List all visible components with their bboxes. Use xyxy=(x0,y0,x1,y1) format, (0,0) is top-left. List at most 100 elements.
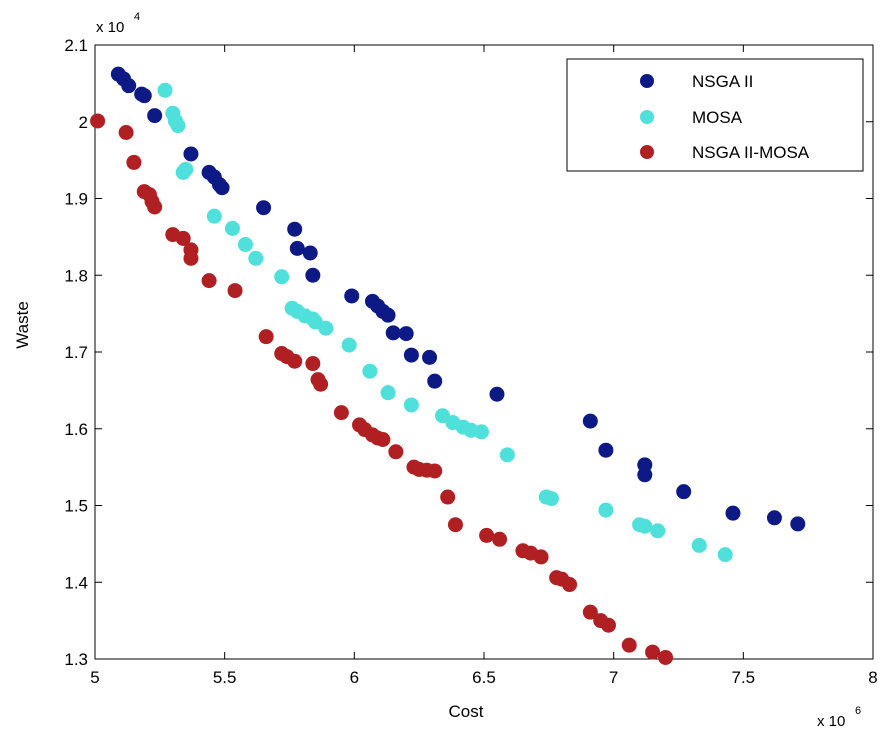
data-point xyxy=(136,88,152,104)
y-exponent: x 10 4 xyxy=(96,11,140,36)
y-tick-label: 1.4 xyxy=(64,573,88,592)
data-point xyxy=(178,161,194,177)
x-tick-label: 7 xyxy=(609,668,618,687)
legend-label-nsga2: NSGA II xyxy=(692,72,753,91)
data-point xyxy=(562,577,578,593)
data-points xyxy=(90,66,806,665)
legend-label-mosa: MOSA xyxy=(692,108,743,127)
legend-marker-nsga2-mosa xyxy=(640,145,654,159)
data-point xyxy=(237,237,253,253)
y-tick-label: 1.7 xyxy=(64,343,88,362)
data-point xyxy=(637,467,653,483)
data-point xyxy=(403,347,419,363)
y-exponent-power: 4 xyxy=(134,11,140,23)
data-point xyxy=(637,518,653,534)
data-point xyxy=(183,250,199,266)
data-point xyxy=(305,356,321,372)
data-point xyxy=(766,510,782,526)
data-point xyxy=(248,250,264,266)
data-point xyxy=(403,397,419,413)
data-point xyxy=(313,376,329,392)
data-point xyxy=(214,180,230,196)
data-point xyxy=(650,523,666,539)
data-point xyxy=(790,516,806,532)
y-axis-label: Waste xyxy=(13,301,32,349)
x-tick-label: 6 xyxy=(350,668,359,687)
data-point xyxy=(224,220,240,236)
data-point xyxy=(147,108,163,124)
x-tick-label: 5 xyxy=(90,668,99,687)
legend-box xyxy=(566,58,864,172)
y-exponent-base: x 10 xyxy=(96,19,124,36)
data-point xyxy=(427,463,443,479)
legend: NSGA II MOSA NSGA II-MOSA xyxy=(566,58,864,172)
data-point xyxy=(256,200,272,216)
legend-marker-mosa xyxy=(640,110,654,124)
y-tick-label: 1.9 xyxy=(64,190,88,209)
data-point xyxy=(725,505,741,521)
data-point xyxy=(183,146,199,162)
y-tick-label: 2 xyxy=(79,113,88,132)
data-point xyxy=(287,353,303,369)
x-tick-label: 5.5 xyxy=(213,668,237,687)
data-point xyxy=(598,502,614,518)
data-point xyxy=(385,325,401,341)
x-exponent-base: x 10 xyxy=(817,713,845,730)
data-point xyxy=(582,604,598,620)
x-tick-label: 8 xyxy=(868,668,877,687)
data-point xyxy=(118,124,134,140)
series-nsga-ii-mosa xyxy=(90,113,674,665)
y-tick-label: 1.3 xyxy=(64,650,88,669)
x-exponent: x 10 6 xyxy=(817,705,861,730)
data-point xyxy=(206,208,222,224)
data-point xyxy=(362,363,378,379)
data-point xyxy=(380,307,396,323)
data-point xyxy=(492,531,508,547)
data-point xyxy=(289,240,305,256)
data-point xyxy=(274,269,290,285)
data-point xyxy=(489,386,505,402)
data-point xyxy=(175,230,191,246)
data-point xyxy=(380,385,396,401)
data-point xyxy=(398,326,414,342)
x-axis-label: Cost xyxy=(449,702,484,721)
data-point xyxy=(533,549,549,565)
data-point xyxy=(170,118,186,134)
legend-label-nsga2-mosa: NSGA II-MOSA xyxy=(692,143,810,162)
data-point xyxy=(582,413,598,429)
data-point xyxy=(305,267,321,283)
data-point xyxy=(440,489,456,505)
data-point xyxy=(375,431,391,447)
data-point xyxy=(598,442,614,458)
data-point xyxy=(473,424,489,440)
data-point xyxy=(479,527,495,543)
data-point xyxy=(258,329,274,345)
data-point xyxy=(90,113,106,129)
data-point xyxy=(388,444,404,460)
data-point xyxy=(126,154,142,170)
legend-marker-nsga2 xyxy=(640,74,654,88)
data-point xyxy=(645,644,661,660)
data-point xyxy=(658,649,674,665)
data-point xyxy=(147,199,163,215)
data-point xyxy=(121,78,137,94)
data-point xyxy=(201,273,217,289)
data-point xyxy=(287,221,303,237)
y-tick-label: 1.6 xyxy=(64,420,88,439)
y-tick-label: 1.5 xyxy=(64,497,88,516)
data-point xyxy=(344,288,360,304)
series-nsga-ii xyxy=(110,66,806,532)
data-point xyxy=(447,517,463,533)
x-tick-label: 6.5 xyxy=(472,668,496,687)
data-point xyxy=(427,373,443,389)
data-point xyxy=(717,547,733,563)
data-point xyxy=(318,320,334,336)
series-mosa xyxy=(157,82,733,563)
data-point xyxy=(341,337,357,353)
x-exponent-power: 6 xyxy=(855,705,861,717)
data-point xyxy=(302,245,318,261)
data-point xyxy=(600,617,616,633)
data-point xyxy=(676,484,692,500)
data-point xyxy=(422,349,438,365)
